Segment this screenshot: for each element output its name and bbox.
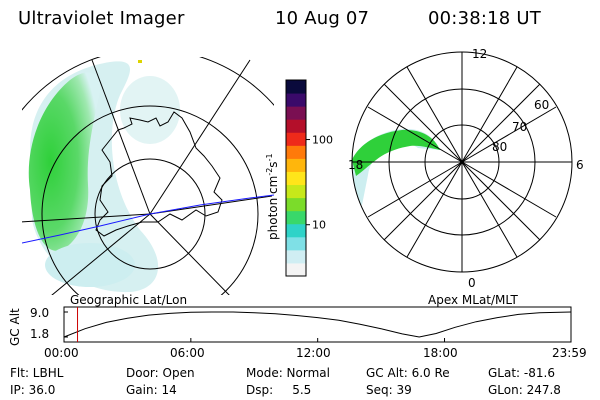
status-glat: GLat: -81.6 — [488, 366, 555, 380]
colorbar-swatch — [286, 223, 306, 238]
instrument-title: Ultraviolet Imager — [18, 8, 185, 29]
date-label: 10 Aug 07 — [275, 8, 370, 29]
timeline-xtick-1: 06:00 — [170, 346, 205, 360]
timeline-xtick-2: 12:00 — [296, 346, 331, 360]
lat-label-70: 70 — [512, 120, 528, 134]
longitude-graticule — [22, 59, 273, 295]
aurora-band-geo — [28, 72, 101, 251]
mlt-label-12: 12 — [472, 47, 488, 61]
latitude-graticule — [22, 57, 274, 295]
status-glon: GLon: 247.8 — [488, 383, 561, 397]
coastline — [95, 111, 223, 237]
aurora-core-polar — [352, 129, 440, 176]
mlt-label-18: 18 — [348, 158, 364, 172]
timeline-xtick-3: 18:00 — [423, 346, 458, 360]
colorbar-swatch — [286, 171, 306, 186]
geo-caption: Geographic Lat/Lon — [70, 293, 188, 307]
status-door: Door: Open — [126, 366, 195, 380]
ground-track — [22, 194, 274, 244]
status-gain: Gain: 14 — [126, 383, 177, 397]
altitude-profile-line — [63, 311, 571, 338]
timeline-ytick-high: 9.0 — [30, 306, 50, 320]
time-label: 00:38:18 UT — [428, 8, 541, 29]
colorbar-swatch — [286, 236, 306, 251]
timeline-ylabel: GC Alt — [8, 308, 22, 346]
colorbar-swatch — [286, 184, 306, 199]
timeline-ytick-low: 1.8 — [30, 327, 50, 341]
status-seq: Seq: 39 — [366, 383, 412, 397]
mlt-label-6: 6 — [576, 158, 584, 172]
colorbar-swatch — [286, 197, 306, 212]
sun-marker — [138, 60, 142, 63]
timeline-xtick-4: 23:59 — [552, 346, 587, 360]
status-flt: Flt: LBHL — [10, 366, 64, 380]
colorbar-swatch — [286, 93, 306, 107]
colorbar-swatch — [286, 119, 306, 133]
lat-label-80: 80 — [492, 140, 508, 154]
colorbar-swatch — [286, 145, 306, 159]
lat-label-60: 60 — [534, 98, 550, 112]
colorbar-swatch — [286, 249, 306, 264]
colorbar-swatch — [286, 106, 306, 120]
status-dsp: Dsp: 5.5 — [246, 383, 312, 397]
colorbar-swatch — [286, 262, 306, 277]
status-gc-alt: GC Alt: 6.0 Re — [366, 366, 450, 380]
colorbar-tick-label: 100 — [312, 134, 333, 147]
colorbar-swatch — [286, 132, 306, 146]
status-mode: Mode: Normal — [246, 366, 330, 380]
timeline-xtick-0: 00:00 — [44, 346, 79, 360]
colorbar-swatch — [286, 158, 306, 172]
mlt-label-0: 0 — [468, 276, 476, 290]
colorbar-swatch — [286, 210, 306, 225]
polar-caption: Apex MLat/MLT — [428, 293, 518, 307]
status-ip: IP: 36.0 — [10, 383, 56, 397]
colorbar-tick-label: 10 — [312, 219, 326, 232]
colorbar-swatch — [286, 80, 306, 94]
